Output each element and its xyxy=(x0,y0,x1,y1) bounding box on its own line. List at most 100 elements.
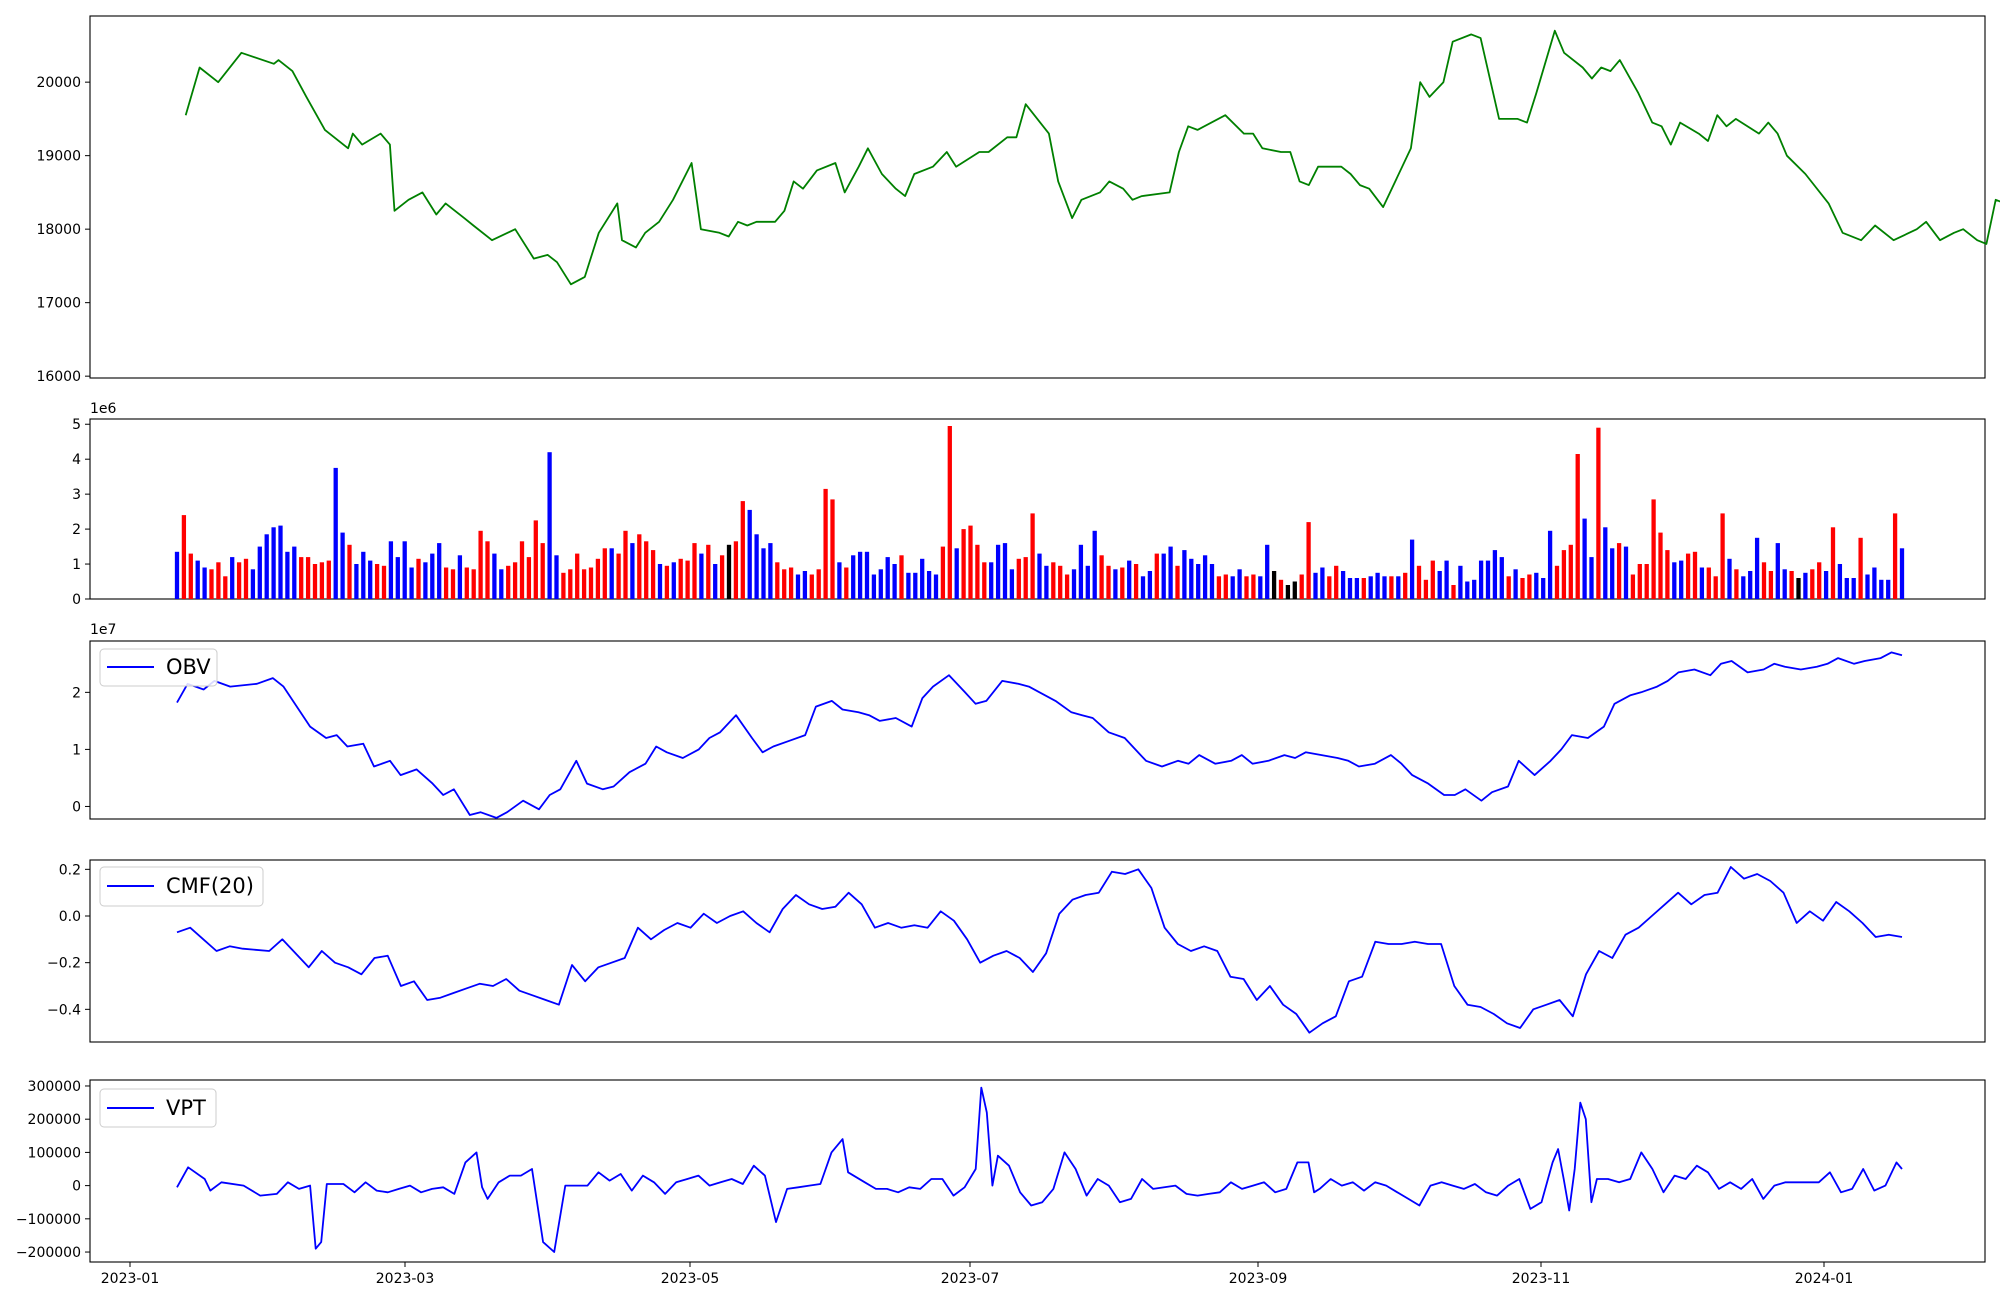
volume-bar xyxy=(1023,557,1028,599)
price-y-axis: 16000 17000 18000 19000 20000 xyxy=(36,75,90,385)
volume-bar xyxy=(437,543,442,599)
volume-bar xyxy=(1009,569,1015,599)
volume-bar xyxy=(1161,553,1166,599)
volume-bar xyxy=(1637,564,1642,599)
volume-bar xyxy=(588,567,594,599)
y-tick-label: −200000 xyxy=(16,1245,81,1261)
volume-bar xyxy=(1685,553,1691,599)
volume-bar xyxy=(726,544,732,599)
volume-bar xyxy=(1209,564,1215,599)
volume-bar xyxy=(995,544,1001,599)
volume-bar xyxy=(1520,578,1525,599)
indicator-line xyxy=(176,651,1903,819)
price-panel: 16000 17000 18000 19000 20000 xyxy=(36,15,2000,385)
volume-bar xyxy=(1175,565,1180,599)
volume-bar xyxy=(1313,572,1318,599)
volume-bar xyxy=(1458,565,1463,599)
volume-bar xyxy=(644,541,649,599)
volume-bar xyxy=(1285,585,1291,599)
volume-bar xyxy=(1892,513,1898,599)
volume-bar xyxy=(851,555,856,599)
volume-bar xyxy=(354,564,359,599)
volume-bar xyxy=(1437,571,1442,599)
volume-bar xyxy=(1582,518,1587,599)
y-tick-label: 18000 xyxy=(36,222,81,238)
volume-bar xyxy=(1327,576,1332,599)
volume-bar xyxy=(1127,560,1132,599)
x-tick-label: 2023-11 xyxy=(1512,1271,1571,1287)
volume-bar xyxy=(878,569,883,599)
volume-bar xyxy=(1727,558,1732,599)
volume-bar xyxy=(823,488,828,599)
volume-bar xyxy=(1058,565,1063,599)
volume-bar xyxy=(1644,564,1649,599)
volume-bar xyxy=(305,557,311,599)
volume-bar xyxy=(1113,569,1118,599)
volume-bar xyxy=(837,562,842,599)
volume-bar xyxy=(1851,578,1856,599)
volume-bar xyxy=(671,562,676,599)
volume-bar xyxy=(1561,550,1567,599)
volume-bar xyxy=(1534,572,1539,599)
volume-bar xyxy=(947,426,952,599)
volume-bar xyxy=(312,564,318,599)
volume-bar xyxy=(1389,576,1394,599)
volume-bar xyxy=(713,564,718,599)
volume-bar xyxy=(499,569,504,599)
volume-bar xyxy=(1078,544,1084,599)
volume-bar xyxy=(1037,553,1042,599)
volume-bar xyxy=(423,562,428,599)
volume-bar xyxy=(1299,574,1304,599)
volume-bar xyxy=(326,560,331,599)
volume-bar xyxy=(906,572,911,599)
volume-bar xyxy=(450,569,456,599)
volume-bar xyxy=(926,571,932,599)
volume-bar xyxy=(595,558,601,599)
volume-bar xyxy=(733,541,739,599)
volume-bar xyxy=(1665,550,1670,599)
volume-bar xyxy=(989,562,994,599)
y-tick-label: 0.2 xyxy=(59,862,81,878)
x-tick-label: 2023-01 xyxy=(101,1271,160,1287)
volume-bar xyxy=(637,534,642,599)
volume-bar xyxy=(1216,576,1222,599)
volume-bar xyxy=(1251,574,1256,599)
volume-bar xyxy=(416,558,421,599)
volume-bar xyxy=(1340,571,1346,599)
volume-bar xyxy=(1837,564,1843,599)
volume-bar xyxy=(1292,581,1297,599)
volume-bar xyxy=(1596,427,1601,599)
volume-bar xyxy=(430,553,435,599)
volume-bar xyxy=(519,541,525,599)
volume-bar xyxy=(1492,550,1498,599)
volume-bar xyxy=(402,541,407,599)
indicator-line xyxy=(176,866,1903,1034)
volume-bar xyxy=(678,558,683,599)
price-line xyxy=(184,29,2000,286)
volume-bar xyxy=(202,567,207,599)
volume-bar xyxy=(1547,530,1553,599)
volume-bar xyxy=(1416,565,1422,599)
volume-bar xyxy=(1658,532,1663,599)
volume-bar xyxy=(554,555,559,599)
volume-bar xyxy=(1430,560,1435,599)
volume-bar xyxy=(1258,576,1263,599)
volume-bar xyxy=(1485,560,1491,599)
volume-bar xyxy=(982,562,987,599)
volume-bar xyxy=(768,543,773,599)
volume-bar xyxy=(1610,548,1615,599)
volume-bar xyxy=(1872,567,1877,599)
volume-bar xyxy=(913,572,918,599)
volume-bar xyxy=(719,555,725,599)
volume-bar xyxy=(1741,576,1746,599)
volume-bar xyxy=(1230,576,1235,599)
volume-bar xyxy=(885,557,890,599)
volume-bar xyxy=(816,569,821,599)
volume-bar xyxy=(975,544,980,599)
x-tick-label: 2023-03 xyxy=(376,1271,435,1287)
volume-bar xyxy=(1844,578,1849,599)
volume-bar xyxy=(319,562,325,599)
volume-bar xyxy=(278,525,283,599)
volume-bar xyxy=(223,576,228,599)
volume-bar xyxy=(1182,550,1187,599)
